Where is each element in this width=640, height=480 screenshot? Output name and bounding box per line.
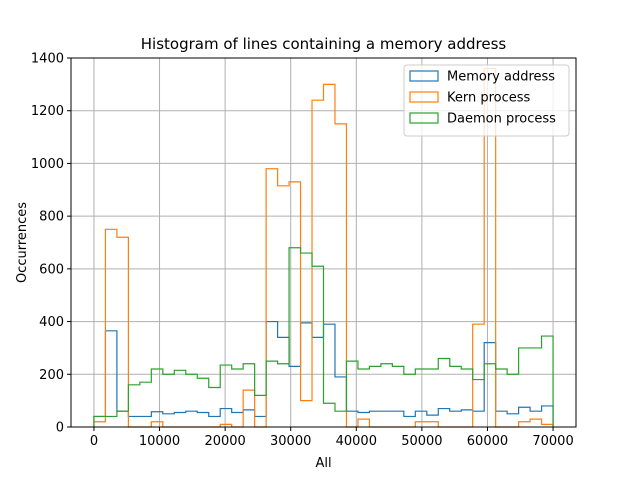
legend-entry: Kern process [447,91,531,106]
y-tick-label: 600 [39,262,64,277]
y-tick-label: 1000 [31,157,64,172]
x-tick-label: 60000 [467,434,508,449]
y-tick-label: 400 [39,315,64,330]
legend-swatch [409,70,439,82]
legend-swatch [409,91,439,103]
legend: Memory address Kern process Daemon process [403,64,570,137]
y-tick-label: 800 [39,210,64,225]
series-daemon-process-histogram [93,247,554,427]
x-tick-label: 50000 [401,434,442,449]
y-tick-label: 1400 [31,52,64,67]
x-tick-label: 30000 [270,434,311,449]
x-tick-label: 70000 [532,434,573,449]
x-tick-label: 20000 [204,434,245,449]
series-kern-process-histogram [93,67,554,428]
x-axis-label: All [315,456,331,471]
y-tick-label: 0 [56,421,64,436]
legend-box [403,64,570,137]
legend-entry: Daemon process [447,112,556,127]
chart-title: Histogram of lines containing a memory a… [141,35,507,53]
x-tick-label: 0 [90,434,98,449]
x-tick-label: 40000 [336,434,377,449]
y-tick-label: 1200 [31,104,64,119]
y-tick-label: 200 [39,368,64,383]
x-tick-label: 10000 [139,434,180,449]
y-axis-label: Occurrences [15,202,30,283]
legend-entry: Memory address [447,70,555,85]
ticks: 0 10000 20000 30000 40000 50000 60000 70000 0 200… [31,52,574,450]
plot-frame [70,57,577,428]
legend-swatch [409,112,439,124]
series-layer [93,67,554,428]
